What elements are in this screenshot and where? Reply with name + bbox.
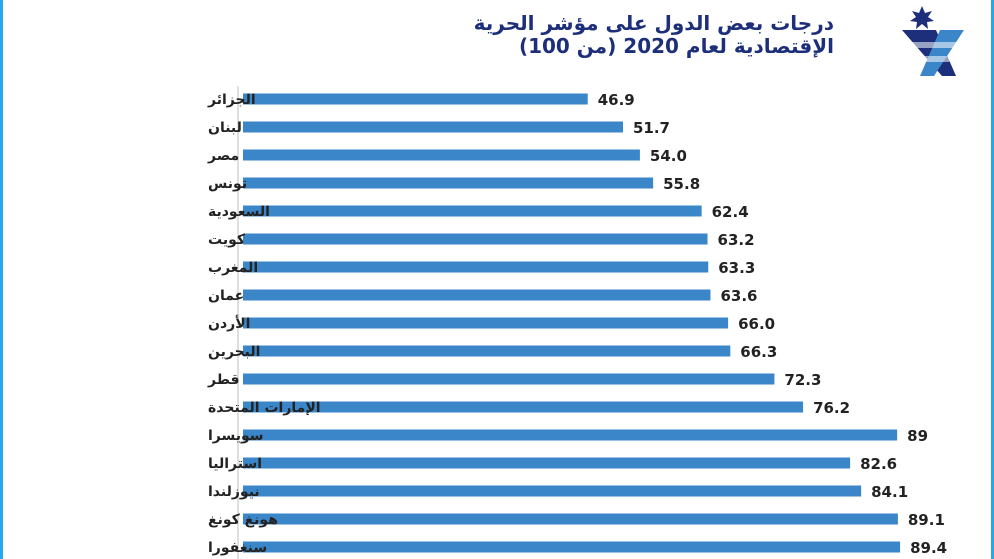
bar-value-label: 76.2 bbox=[813, 399, 850, 417]
bar bbox=[243, 205, 702, 217]
bar bbox=[243, 513, 898, 525]
bar bbox=[243, 233, 708, 245]
bar-value-label: 63.6 bbox=[720, 287, 757, 305]
category-label: هونغ كونغ bbox=[208, 512, 278, 528]
category-label: الأردن bbox=[208, 315, 250, 332]
bar bbox=[243, 429, 898, 441]
bar-value-label: 66.3 bbox=[740, 343, 777, 361]
category-label: المغرب bbox=[208, 260, 258, 276]
bar bbox=[243, 177, 654, 189]
bar bbox=[243, 541, 901, 553]
bar bbox=[243, 317, 729, 329]
chart-title-line-1: درجات بعض الدول على مؤشر الحرية bbox=[473, 11, 834, 35]
bar-value-label: 82.6 bbox=[860, 455, 897, 473]
category-label: تونس bbox=[208, 176, 247, 192]
bar bbox=[243, 373, 775, 385]
chart-title: درجات بعض الدول على مؤشر الحرية الإقتصاد… bbox=[184, 12, 834, 58]
bar bbox=[243, 457, 851, 469]
bar bbox=[243, 121, 623, 133]
category-label: البحرين bbox=[208, 344, 260, 360]
category-label: استراليا bbox=[208, 456, 262, 472]
bar-value-label: 89 bbox=[907, 427, 928, 445]
bar-value-label: 62.4 bbox=[712, 203, 749, 221]
bar-value-label: 46.9 bbox=[598, 91, 635, 109]
frame-right-border bbox=[991, 0, 994, 559]
category-label: سنغفورا bbox=[208, 540, 267, 556]
bar bbox=[243, 261, 709, 273]
bar-value-label: 63.3 bbox=[718, 259, 755, 277]
category-label: نيوزلندا bbox=[208, 484, 260, 500]
bar-value-label: 54.0 bbox=[650, 147, 687, 165]
category-label: الإمارات المتحدة bbox=[208, 400, 321, 416]
bar bbox=[243, 345, 731, 357]
category-label: قطر bbox=[207, 372, 240, 388]
bar-value-label: 51.7 bbox=[633, 119, 670, 137]
bar-value-label: 55.8 bbox=[663, 175, 700, 193]
bar bbox=[243, 149, 640, 161]
category-label: كويت bbox=[208, 232, 246, 248]
bar-value-label: 66.0 bbox=[738, 315, 775, 333]
bar bbox=[243, 401, 804, 413]
bar-value-label: 72.3 bbox=[784, 371, 821, 389]
category-label: مصر bbox=[207, 148, 239, 164]
jordan-news-logo-icon bbox=[902, 6, 964, 76]
frame-left-border bbox=[0, 0, 3, 559]
bar bbox=[243, 485, 862, 497]
bar-value-label: 89.1 bbox=[908, 511, 945, 529]
bar-value-label: 84.1 bbox=[871, 483, 908, 501]
category-label: سويسرا bbox=[208, 428, 264, 444]
chart-title-line-2: الإقتصادية لعام 2020 (من 100) bbox=[518, 34, 834, 58]
bar-value-label: 89.4 bbox=[910, 539, 947, 557]
bar bbox=[243, 93, 588, 105]
bar-value-label: 63.2 bbox=[718, 231, 755, 249]
category-label: السعودية bbox=[208, 204, 270, 220]
category-label: عمان bbox=[208, 288, 244, 304]
bar bbox=[243, 289, 711, 301]
category-label: لبنان bbox=[208, 120, 242, 136]
category-label: الجزائر bbox=[207, 92, 256, 108]
